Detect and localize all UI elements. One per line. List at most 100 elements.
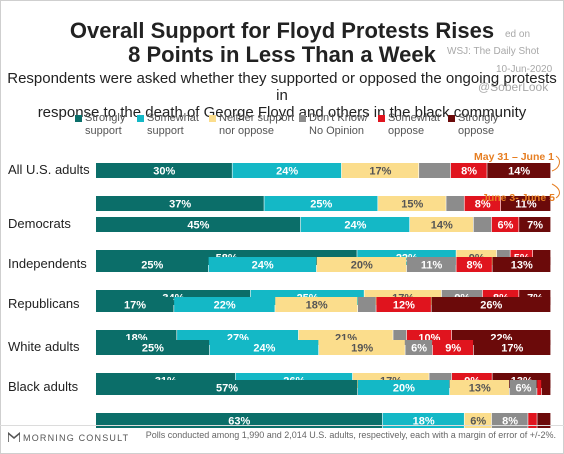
- data-label: 20%: [351, 260, 373, 272]
- watermark-source: WSJ: The Daily Shot: [447, 46, 540, 57]
- data-label: 6%: [515, 383, 531, 395]
- legend-swatch: [448, 115, 455, 122]
- bar-segment: [318, 340, 405, 355]
- bar-segment: [300, 217, 410, 232]
- bar-segment: [96, 217, 301, 232]
- bar-segment: [509, 380, 537, 395]
- data-label: 17%: [124, 300, 146, 312]
- bar-segment: [541, 380, 551, 395]
- morning-consult-logo: MORNING CONSULT: [8, 432, 129, 443]
- legend-swatch: [137, 115, 144, 122]
- bar-segment: [405, 340, 433, 355]
- bar-segment: [341, 163, 419, 178]
- legend-label: Strongly oppose: [458, 112, 499, 137]
- data-label: 6%: [470, 416, 486, 428]
- bar-segment: [209, 340, 319, 355]
- data-label: 8%: [461, 166, 477, 178]
- bar-segment: [464, 413, 492, 428]
- data-label: 15%: [401, 199, 423, 211]
- legend-swatch: [75, 115, 82, 122]
- bar-segment: [357, 380, 450, 395]
- bar-segment: [264, 196, 378, 211]
- data-label: 17%: [501, 343, 523, 355]
- group-label: Republicans: [8, 296, 80, 311]
- bar-segment: [382, 413, 464, 428]
- data-label: 37%: [169, 199, 191, 211]
- bar-segment: [378, 196, 446, 211]
- group-label: White adults: [8, 339, 80, 354]
- data-label: 9%: [445, 343, 461, 355]
- annotation-bracket: [551, 183, 560, 199]
- bar-segment: [464, 196, 501, 211]
- bar-segment: [450, 163, 487, 178]
- bar-segment: [357, 297, 376, 312]
- bar-segment: [528, 413, 537, 428]
- bar-segment: [409, 217, 474, 232]
- data-label: 12%: [393, 300, 415, 312]
- data-label: 8%: [502, 416, 518, 428]
- bar-segment: [491, 217, 519, 232]
- bar-segment: [492, 257, 551, 272]
- bar-segment: [449, 380, 510, 395]
- watermark-date: 10-Jun-2020: [496, 64, 553, 75]
- data-label: 11%: [421, 260, 443, 272]
- data-label: 8%: [475, 199, 491, 211]
- data-label: 24%: [344, 220, 366, 232]
- data-label: 25%: [141, 260, 163, 272]
- chart-subtitle: Respondents were asked whether they supp…: [0, 70, 564, 121]
- data-label: 8%: [466, 260, 482, 272]
- data-label: 24%: [253, 343, 275, 355]
- bar-segment: [419, 163, 451, 178]
- footer-divider: [0, 425, 564, 426]
- data-label: 25%: [310, 199, 332, 211]
- legend-swatch: [299, 115, 306, 122]
- bar-segment: [473, 340, 551, 355]
- legend-swatch: [209, 115, 216, 122]
- bar-segment: [446, 196, 464, 211]
- legend-label: Neither support nor oppose: [219, 112, 295, 137]
- bar-segment: [174, 297, 275, 312]
- annotation-bracket: [551, 155, 560, 172]
- bar-segment: [487, 163, 551, 178]
- bar-segment: [537, 380, 542, 395]
- bar-segment: [456, 257, 492, 272]
- data-label: 25%: [142, 343, 164, 355]
- bar-segment: [96, 163, 232, 178]
- title-line-1: Overall Support for Floyd Protests Rises: [69, 18, 495, 43]
- data-label: 14%: [508, 166, 530, 178]
- group-label: Black adults: [8, 379, 79, 394]
- data-label: 57%: [216, 383, 238, 395]
- bar-segment: [275, 297, 358, 312]
- data-label: 14%: [431, 220, 453, 232]
- bar-segment: [96, 413, 383, 428]
- chart-footnote: Polls conducted among 1,990 and 2,014 U.…: [145, 430, 556, 440]
- data-label: 13%: [511, 260, 533, 272]
- bar-segment: [232, 163, 342, 178]
- bar-segment: [96, 297, 174, 312]
- watermark-handle: @SoberLook: [478, 80, 549, 94]
- bar-segment: [96, 196, 264, 211]
- bar-segment: [376, 297, 431, 312]
- legend-label: Strongly support: [85, 112, 126, 137]
- bar-segment: [519, 217, 551, 232]
- morning-consult-mark-icon: [8, 432, 20, 442]
- data-label: 17%: [369, 166, 391, 178]
- title-line-2: 8 Points in Less Than a Week: [128, 42, 436, 67]
- bar-segment: [500, 196, 551, 211]
- group-label: Independents: [8, 256, 87, 271]
- subtitle-line-1: Respondents were asked whether they supp…: [7, 70, 557, 104]
- bar-segment: [473, 217, 492, 232]
- bar-segment: [96, 257, 209, 272]
- logo-text: MORNING CONSULT: [23, 433, 130, 443]
- bar-segment: [96, 340, 210, 355]
- group-label: Democrats: [8, 216, 71, 231]
- bar-segment: [491, 413, 528, 428]
- data-label: 13%: [469, 383, 491, 395]
- data-label: 19%: [351, 343, 373, 355]
- data-label: 30%: [153, 166, 175, 178]
- bar-segment: [316, 257, 407, 272]
- data-label: 18%: [413, 416, 435, 428]
- subtitle-line-2: response to the death of George Floyd an…: [37, 104, 527, 121]
- data-label: 22%: [214, 300, 236, 312]
